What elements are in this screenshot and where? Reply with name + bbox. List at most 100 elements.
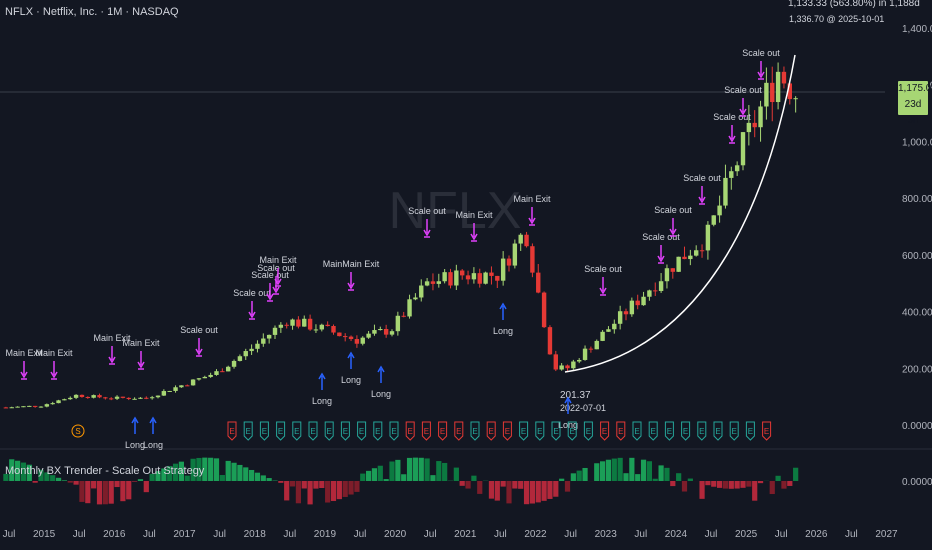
indicator-bar <box>459 481 465 486</box>
indicator-bar <box>793 467 799 481</box>
indicator-bar <box>506 481 512 504</box>
indicator-bar <box>307 481 313 505</box>
indicator-bar <box>687 478 693 481</box>
earnings-marker-letter: E <box>570 427 575 436</box>
time-axis-label: 2016 <box>103 529 126 540</box>
indicator-bar <box>395 459 401 481</box>
long-arrow-head <box>149 416 157 424</box>
indicator-zero-label: 0.0000 <box>902 477 932 488</box>
indicator-bar <box>155 471 161 481</box>
candle-body <box>629 300 635 315</box>
candle-body <box>641 296 646 306</box>
time-axis-label: 2025 <box>735 529 758 540</box>
candle-body <box>255 343 260 349</box>
candle-body <box>9 407 14 409</box>
indicator-bar <box>20 462 27 481</box>
indicator-bar <box>55 477 62 481</box>
indicator-bar <box>208 457 214 481</box>
earnings-marker-letter: E <box>586 427 591 436</box>
exit-signal-label: Scale out <box>642 232 680 242</box>
price-scale-label: 200.00 <box>902 364 932 375</box>
indicator-bar <box>453 467 459 481</box>
indicator-bar <box>289 481 296 487</box>
earnings-marker-icon <box>357 421 367 441</box>
candle-body <box>325 324 330 327</box>
candle-body <box>711 215 716 225</box>
indicator-bar <box>401 474 407 481</box>
candle-body <box>553 354 558 370</box>
long-signal-label: Long <box>312 396 332 406</box>
price-scale-label: 600.00 <box>902 251 932 262</box>
symbol-legend[interactable]: NFLX · Netflix, Inc. · 1M · NASDAQ <box>5 6 179 18</box>
indicator-bar <box>711 481 717 487</box>
time-axis-label: Jul <box>634 529 647 540</box>
candle-body <box>653 290 658 292</box>
time-axis-label: Jul <box>424 529 437 540</box>
time-axis-label: Jul <box>213 529 226 540</box>
candle-body <box>331 326 336 333</box>
indicator-bar <box>254 472 261 481</box>
indicator-title: Monthly BX Trender - Scale Out Strategy <box>5 465 205 477</box>
candle-body <box>261 338 266 344</box>
indicator-bar <box>330 481 337 502</box>
exit-signal-label: Scale out <box>742 48 780 58</box>
measure-curve <box>564 54 796 373</box>
indicator-legend[interactable]: Monthly BX Trender - Scale Out Strategy <box>5 465 204 477</box>
indicator-bar <box>371 468 378 481</box>
indicator-bar <box>32 481 38 483</box>
exit-signal-label: Scale out <box>683 173 721 183</box>
symbol-title: NFLX · Netflix, Inc. · 1M · NASDAQ <box>5 6 179 18</box>
candle-body <box>383 329 389 335</box>
indicator-bar <box>126 481 132 500</box>
exit-arrow-head <box>347 282 355 290</box>
earnings-marker-letter: E <box>343 427 348 436</box>
indicator-bar <box>769 481 775 495</box>
earnings-marker-icon <box>616 421 626 441</box>
exit-signal-label: Scale out <box>724 85 762 95</box>
earnings-marker-letter: E <box>456 427 461 436</box>
candle-body <box>144 397 149 399</box>
exit-arrow-head <box>698 196 706 204</box>
indicator-bar <box>184 475 190 481</box>
earnings-marker-letter: E <box>391 427 396 436</box>
exit-arrow-head <box>50 371 58 379</box>
earnings-marker-icon <box>259 421 269 441</box>
indicator-bar <box>547 481 553 499</box>
indicator-bar <box>325 481 331 503</box>
indicator-bar <box>295 481 301 504</box>
indicator-bar <box>319 481 325 489</box>
candle-body <box>68 397 73 400</box>
candle-body <box>378 329 383 331</box>
candle-body <box>237 356 243 361</box>
exit-signal-label: Scale out <box>408 206 446 216</box>
earnings-marker-icon <box>389 421 399 441</box>
candle-body <box>729 171 734 178</box>
indicator-bar <box>681 481 688 492</box>
candle-body <box>313 329 319 331</box>
earnings-marker-icon <box>438 421 448 441</box>
candle-body <box>173 387 178 391</box>
candle-body <box>448 272 453 286</box>
candle-body <box>407 299 412 317</box>
earnings-marker-letter: E <box>327 427 332 436</box>
candle-body <box>746 122 752 133</box>
earnings-marker-letter: E <box>521 427 526 436</box>
indicator-bar <box>424 458 430 481</box>
long-signal-label: Long <box>371 389 391 399</box>
indicator-bar <box>722 481 729 489</box>
candle-body <box>272 327 278 335</box>
candle-body <box>161 391 167 396</box>
exit-arrow-head <box>599 287 607 295</box>
candle-body <box>114 396 120 399</box>
time-axis-label: 2024 <box>665 529 688 540</box>
indicator-bar <box>752 481 758 501</box>
candle-body <box>413 297 418 300</box>
indicator-bar <box>360 473 366 481</box>
earnings-marker-letter: E <box>764 427 769 436</box>
indicator-bar <box>430 475 436 481</box>
candle-body <box>699 250 705 252</box>
time-axis-label: Jul <box>354 529 367 540</box>
earnings-marker-letter: E <box>553 427 558 436</box>
